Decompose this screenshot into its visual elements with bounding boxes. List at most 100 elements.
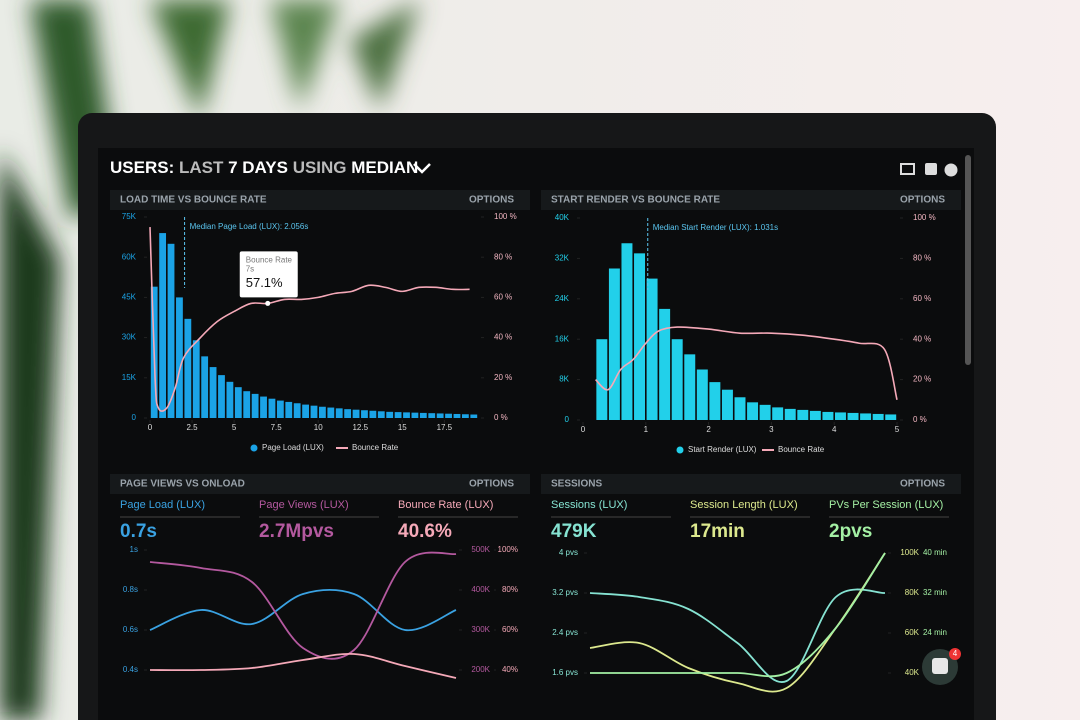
panel-title: START RENDER VS BOUNCE RATE [551, 195, 720, 206]
y-tick-label: 60K [122, 252, 137, 261]
bar [209, 367, 217, 418]
bar [684, 354, 696, 420]
y-tick-label: 0 [565, 415, 570, 424]
x-tick-label: 15 [398, 423, 407, 432]
y2-tick-label: 200K [471, 665, 490, 674]
x-tick-label: 0 [581, 425, 586, 434]
bar [747, 402, 759, 420]
bar [310, 405, 318, 418]
y2-tick-label: 60 % [494, 293, 512, 302]
chat-badge: 4 [953, 649, 958, 658]
bar [835, 412, 846, 420]
x-tick-label: 7.5 [271, 423, 283, 432]
bar [319, 406, 326, 418]
options-button[interactable]: OPTIONS [900, 195, 945, 206]
share-icon[interactable] [925, 163, 937, 175]
bar [721, 389, 733, 420]
panel-header [541, 190, 961, 210]
y2-tick-label: 0 % [913, 415, 927, 424]
x-tick-label: 12.5 [352, 423, 368, 432]
bar [159, 233, 167, 418]
bounce-rate-line [149, 227, 470, 412]
bar [268, 398, 276, 418]
bar [445, 413, 452, 418]
bar [847, 412, 859, 420]
y2-tick-label: 500K [471, 545, 490, 554]
options-button[interactable]: OPTIONS [469, 195, 514, 206]
y3-tick-label: 80% [502, 585, 518, 594]
y2-tick-label: 40 % [913, 334, 931, 343]
metric-label: Page Views (LUX) [259, 499, 349, 511]
median-annotation: Median Start Render (LUX): 1.031s [653, 223, 778, 232]
y-tick-label: 1.6 pvs [552, 668, 578, 677]
bar [184, 318, 192, 418]
bounce-rate-line [594, 326, 898, 400]
y2-tick-label: 100 % [913, 213, 936, 222]
bar [352, 409, 360, 418]
panel-title: PAGE VIEWS VS ONLOAD [120, 479, 245, 490]
y-tick-label: 30K [122, 333, 137, 342]
options-button[interactable]: OPTIONS [469, 479, 514, 490]
x-tick-label: 10 [314, 423, 323, 432]
y3-tick-label: 60% [502, 625, 518, 634]
y3-tick-label: 100% [498, 545, 518, 554]
bar [260, 396, 267, 418]
dropdown-chevron[interactable] [413, 163, 431, 174]
title-part: USERS: [110, 158, 174, 177]
metric-value: 479K [551, 521, 597, 542]
series-line [149, 551, 457, 660]
panel-title: LOAD TIME VS BOUNCE RATE [120, 195, 267, 206]
chat-widget[interactable]: 4 [922, 648, 961, 685]
tooltip-value: 57.1% [246, 275, 283, 290]
panel-header [541, 474, 961, 494]
y3-tick-label: 40% [502, 665, 518, 674]
bar [809, 410, 821, 420]
help-icon[interactable] [944, 163, 958, 177]
metric-value: 2pvs [829, 521, 872, 542]
metric-label: PVs Per Session (LUX) [829, 499, 943, 511]
metric-value: 40.6% [398, 521, 452, 542]
bar [470, 414, 478, 418]
bar [344, 409, 352, 418]
bar [167, 243, 175, 418]
bar [797, 409, 809, 420]
bar [621, 243, 633, 420]
y2-tick-label: 40 % [494, 333, 512, 342]
title-part: MEDIAN [351, 158, 418, 177]
x-tick-label: 2 [706, 425, 711, 434]
metric-label: Page Load (LUX) [120, 499, 205, 511]
panel-header [110, 474, 530, 494]
x-tick-label: 5 [232, 423, 237, 432]
bar [251, 393, 259, 418]
bar [436, 413, 444, 418]
legend-label: Page Load (LUX) [262, 443, 324, 452]
tooltip-box [239, 251, 298, 298]
bar [696, 369, 708, 420]
scrollbar[interactable] [965, 155, 971, 365]
y3-tick-label: 40 min [923, 548, 947, 557]
series-line [149, 652, 457, 679]
y-tick-label: 3.2 pvs [552, 588, 578, 597]
y2-tick-label: 0 % [494, 413, 508, 422]
screen [98, 148, 974, 725]
x-tick-label: 5 [895, 425, 900, 434]
title-part: USING [293, 158, 347, 177]
y2-tick-label: 60K [905, 628, 920, 637]
bar [386, 411, 394, 418]
bar [218, 375, 225, 418]
bar [293, 403, 301, 418]
bar [201, 356, 209, 418]
options-button[interactable]: OPTIONS [900, 479, 945, 490]
bar [302, 404, 309, 418]
y-tick-label: 15K [122, 373, 137, 382]
y2-tick-label: 40K [905, 668, 920, 677]
bar [403, 412, 410, 418]
y-tick-label: 75K [122, 212, 137, 221]
title-part: 7 DAYS [228, 158, 288, 177]
tooltip-sub: 7s [246, 265, 254, 274]
y-tick-label: 0.8s [123, 585, 138, 594]
monitor-icon[interactable] [900, 163, 915, 175]
legend-label: Start Render (LUX) [688, 445, 757, 454]
metric-value: 2.7Mpvs [259, 521, 334, 542]
x-tick-label: 3 [769, 425, 774, 434]
